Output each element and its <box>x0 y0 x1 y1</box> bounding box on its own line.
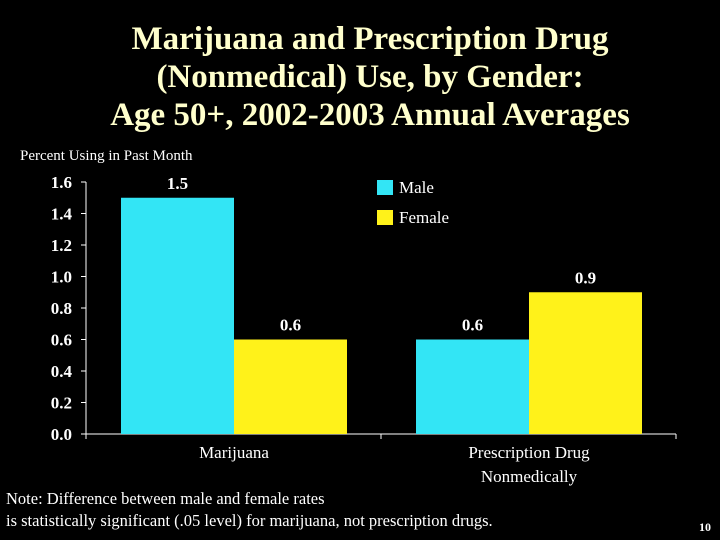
footnote-line-1: Note: Difference between male and female… <box>6 489 325 508</box>
title-line-3: Age 50+, 2002-2003 Annual Averages <box>110 97 630 133</box>
y-tick-label: 1.6 <box>51 173 72 192</box>
legend-label: Male <box>399 178 434 197</box>
category-label: Nonmedically <box>481 467 578 486</box>
footnote-line-2: is statistically significant (.05 level)… <box>6 511 493 530</box>
bar <box>416 339 529 434</box>
data-label: 0.6 <box>462 316 483 335</box>
bar <box>234 339 347 434</box>
title-line-2: (Nonmedical) Use, by Gender: <box>156 59 584 95</box>
y-tick-label: 1.0 <box>51 268 72 287</box>
y-tick-label: 1.4 <box>51 205 73 224</box>
category-label: Prescription Drug <box>468 443 590 462</box>
y-tick-label: 0.2 <box>51 394 72 413</box>
y-tick-label: 0.8 <box>51 299 72 318</box>
bar <box>121 197 234 434</box>
footnote: Note: Difference between male and female… <box>6 488 493 532</box>
slide-title: Marijuana and Prescription Drug (Nonmedi… <box>40 20 700 134</box>
category-label: Marijuana <box>199 443 269 462</box>
title-line-1: Marijuana and Prescription Drug <box>131 21 609 57</box>
y-tick-label: 0.4 <box>51 362 73 381</box>
y-tick-label: 0.0 <box>51 425 72 444</box>
legend-swatch <box>377 180 393 195</box>
y-tick-label: 0.6 <box>51 331 72 350</box>
bar <box>529 292 642 434</box>
page-number: 10 <box>699 520 711 534</box>
legend-label: Female <box>399 208 449 227</box>
data-label: 0.9 <box>575 268 596 287</box>
y-tick-label: 1.2 <box>51 236 72 255</box>
y-axis-label: Percent Using in Past Month <box>20 148 193 164</box>
data-label: 0.6 <box>280 316 301 335</box>
data-label: 1.5 <box>167 174 188 193</box>
legend-swatch <box>377 210 393 225</box>
